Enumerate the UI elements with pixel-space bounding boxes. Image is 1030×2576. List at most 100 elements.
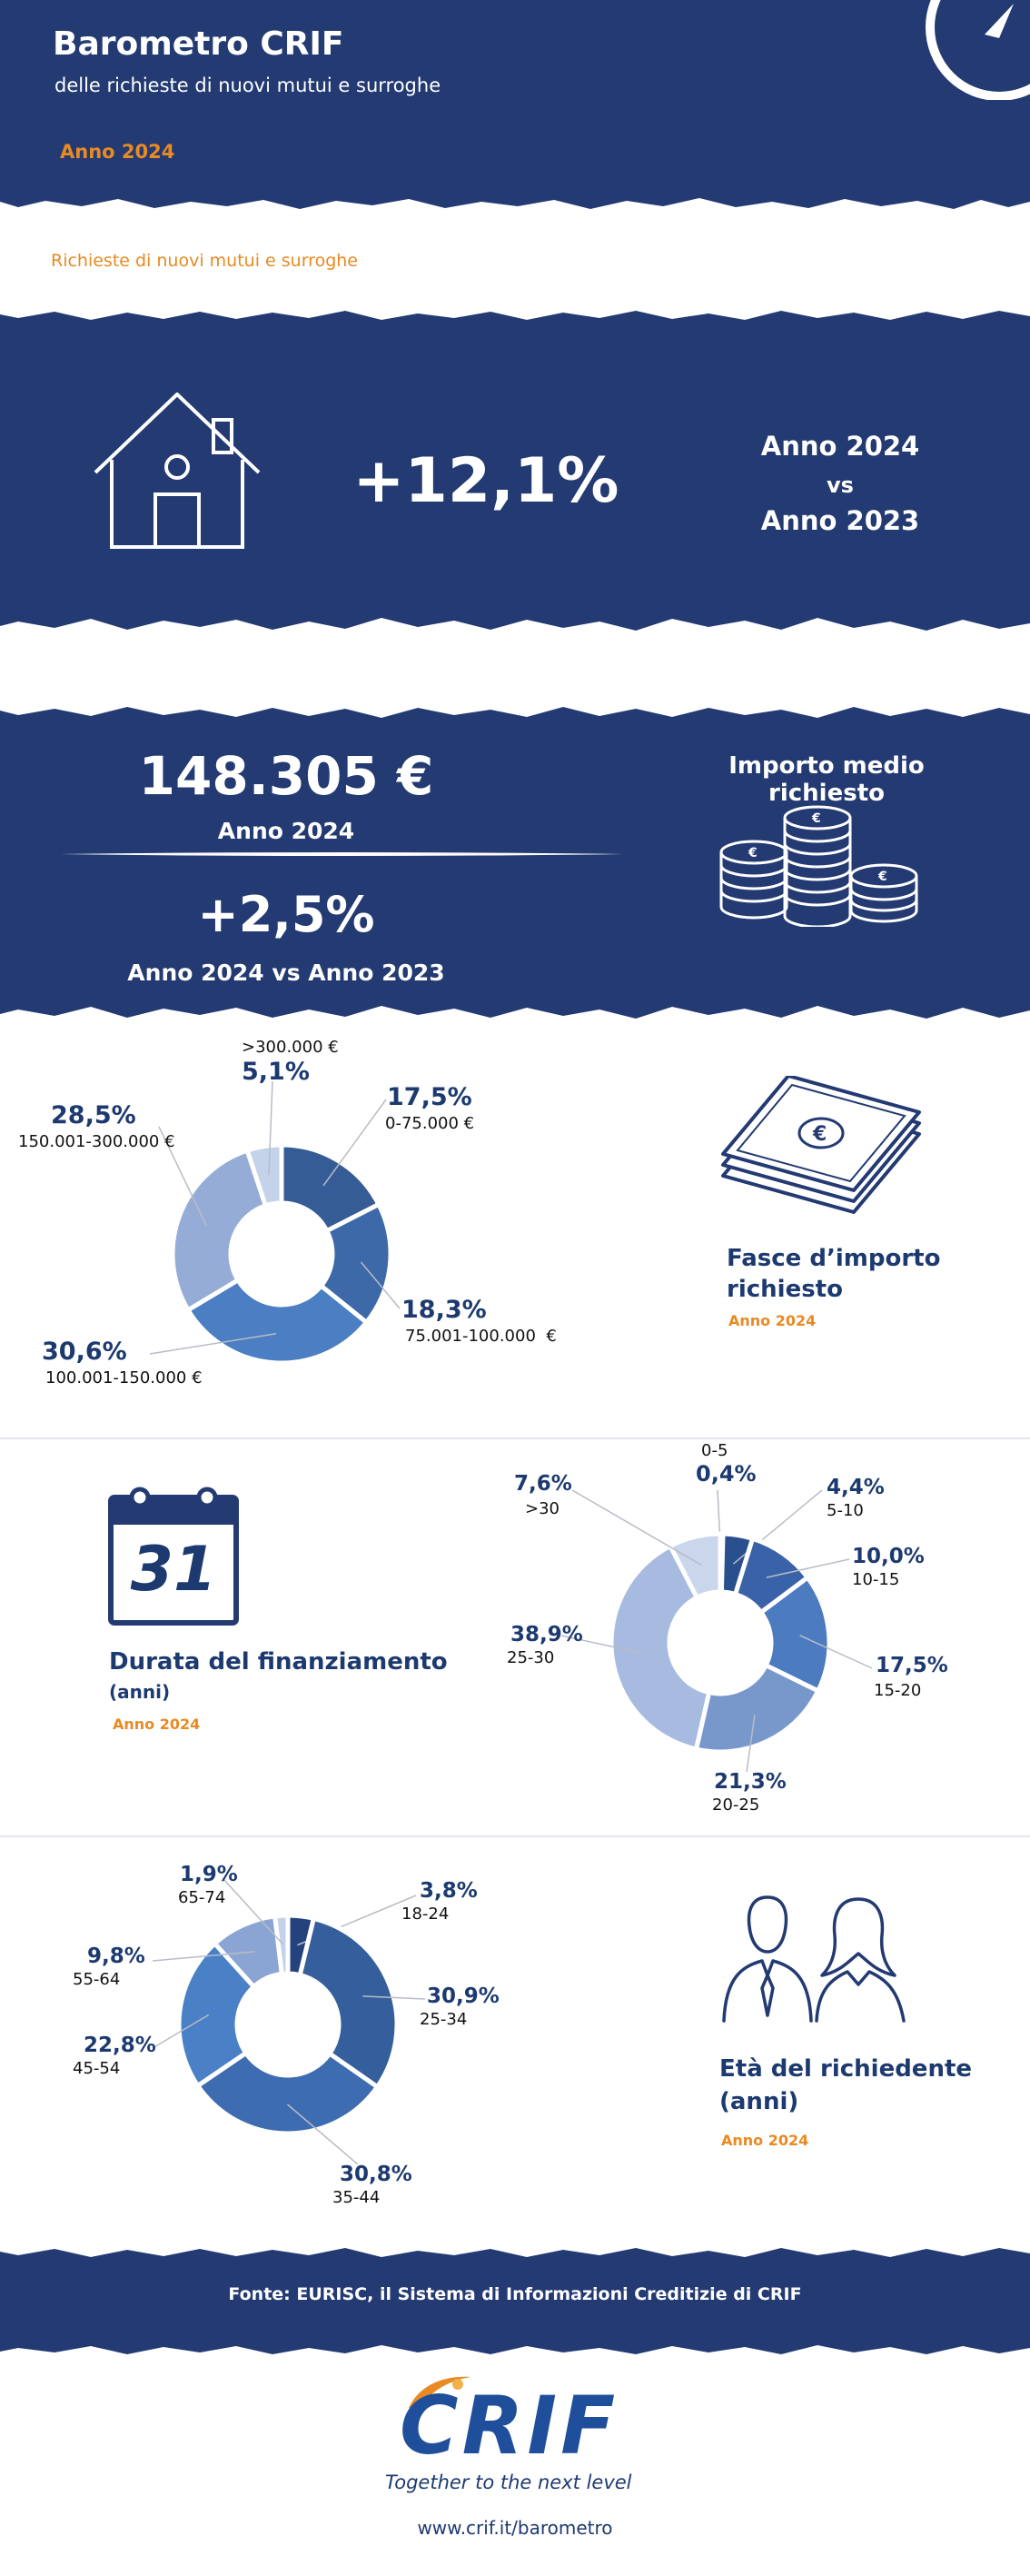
duration-label-0: 0,4%: [696, 1461, 757, 1487]
torn-edge: [0, 707, 1030, 725]
svg-text:€: €: [877, 870, 887, 884]
donut-slice-4: [244, 1142, 284, 1209]
age-cat-2: 35-44: [332, 2188, 381, 2207]
age-title-line2: (anni): [719, 2088, 799, 2115]
source-note: Fonte: EURISC, il Sistema di Informazion…: [228, 2284, 802, 2304]
amount-range-cat-0: 0-75.000 €: [385, 1114, 475, 1133]
requests-comparison-year: Anno 2024: [760, 431, 920, 462]
requests-band: [0, 325, 1030, 614]
duration-label-5: 38,9%: [510, 1623, 583, 1646]
crif-tagline: Together to the next level: [385, 2472, 632, 2493]
donut-slice-3: [758, 1574, 832, 1695]
age-label-0: 3,8%: [420, 1879, 478, 1903]
donut-slice-3: [176, 1940, 257, 2089]
duration-cat-1: 5-10: [827, 1501, 864, 1520]
section-separator: [0, 1835, 1030, 1837]
donut-slice-1: [318, 1201, 393, 1326]
average-amount-label: Importo medio richiesto: [728, 752, 925, 807]
leader-line-3: [158, 1126, 208, 1227]
age-label-1: 30,9%: [427, 1984, 500, 2008]
age-year: Anno 2024: [721, 2132, 809, 2149]
age-donut-chart: [152, 1878, 426, 2165]
amount-range-label-4: 5,1%: [242, 1058, 310, 1086]
leader-line-2: [286, 2104, 359, 2165]
torn-edge: [0, 1000, 1030, 1019]
age-cat-0: 18-24: [401, 1905, 450, 1924]
age-label-3: 22,8%: [84, 2034, 156, 2057]
torn-edge: [0, 2248, 1030, 2264]
header-band: [0, 0, 1030, 198]
average-amount: 148.305 €: [138, 745, 434, 807]
leader-line-5: [560, 1635, 641, 1654]
amount-range-donut-chart: [149, 1080, 401, 1366]
duration-label-3: 17,5%: [876, 1654, 948, 1677]
leader-line-3: [152, 2014, 210, 2049]
duration-title: Durata del finanziamento: [109, 1648, 448, 1676]
torn-edge: [0, 2341, 1030, 2354]
duration-cat-2: 10-15: [852, 1570, 900, 1589]
amount-range-title-line2: richiesto: [727, 1276, 843, 1303]
duration-label-6: 7,6%: [514, 1472, 572, 1496]
duration-cat-6: >30: [525, 1499, 560, 1518]
compass-icon: [926, 0, 1030, 100]
section-separator: [0, 1437, 1030, 1439]
donut-slice-3: [170, 1147, 269, 1314]
amount-range-cat-1: 75.001-100.000 €: [405, 1327, 557, 1346]
donut-slice-2: [184, 1277, 370, 1366]
duration-cat-0: 0-5: [701, 1441, 728, 1460]
duration-unit: (anni): [109, 1681, 171, 1703]
duration-year: Anno 2024: [113, 1716, 201, 1733]
svg-text:€: €: [812, 1123, 827, 1146]
coins-icon: € € €: [719, 805, 918, 927]
duration-cat-3: 15-20: [874, 1681, 922, 1700]
footer-band: [0, 2263, 1030, 2342]
house-icon: [94, 393, 261, 549]
leader-line-6: [571, 1489, 702, 1566]
average-amount-change: +2,5%: [197, 886, 375, 943]
age-cat-5: 65-74: [178, 1888, 226, 1907]
amount-band: [0, 723, 1030, 1001]
amount-range-label-2: 30,6%: [42, 1338, 127, 1366]
page-title: Barometro CRIF: [53, 25, 344, 63]
amount-range-title-line1: Fasce d’importo: [727, 1245, 941, 1272]
svg-text:€: €: [748, 846, 758, 860]
age-label-4: 9,8%: [87, 1944, 145, 1968]
donut-slice-0: [279, 1142, 382, 1234]
leader-line-1: [360, 1261, 401, 1309]
age-title-line1: Età del richiedente: [719, 2055, 973, 2083]
leader-line-2: [766, 1558, 850, 1578]
people-icon: [722, 1895, 906, 2023]
duration-label-1: 4,4%: [827, 1476, 885, 1499]
requests-change: +12,1%: [352, 445, 619, 517]
requests-comparison-vs: vs: [827, 472, 854, 498]
requests-comparison-base: Anno 2023: [760, 505, 920, 536]
divider: [60, 852, 623, 856]
footer-url[interactable]: www.crif.it/barometro: [417, 2517, 613, 2539]
duration-cat-4: 20-25: [712, 1795, 760, 1815]
amount-range-label-0: 17,5%: [387, 1083, 472, 1111]
duration-label-2: 10,0%: [852, 1545, 925, 1568]
svg-text:€: €: [811, 811, 821, 826]
duration-donut-chart: [560, 1489, 873, 1773]
torn-edge: [0, 311, 1030, 327]
page-subtitle: delle richieste di nuovi mutui e surrogh…: [54, 75, 441, 96]
age-cat-3: 45-54: [73, 2059, 121, 2078]
calendar-icon: [108, 1487, 239, 1626]
age-cat-1: 25-34: [420, 2010, 468, 2029]
banknotes-icon: €: [721, 1076, 921, 1214]
donut-slice-4: [693, 1662, 822, 1755]
donut-slice-5: [609, 1543, 712, 1753]
age-label-2: 30,8%: [340, 2163, 412, 2186]
leader-line-3: [799, 1635, 873, 1669]
age-cat-4: 55-64: [73, 1970, 121, 1989]
amount-range-year: Anno 2024: [728, 1312, 817, 1329]
duration-cat-5: 25-30: [507, 1648, 555, 1667]
donut-slice-2: [194, 2050, 381, 2136]
amount-range-label-3: 28,5%: [51, 1101, 136, 1129]
crif-logo-swoosh: [409, 2376, 470, 2412]
average-amount-comparison: Anno 2024 vs Anno 2023: [127, 960, 445, 986]
section-label: Richieste di nuovi mutui e surroghe: [51, 251, 358, 271]
crif-logo: CRIF: [400, 2379, 619, 2472]
donut-slice-6: [667, 1531, 723, 1601]
leader-line-5: [223, 1878, 284, 1945]
